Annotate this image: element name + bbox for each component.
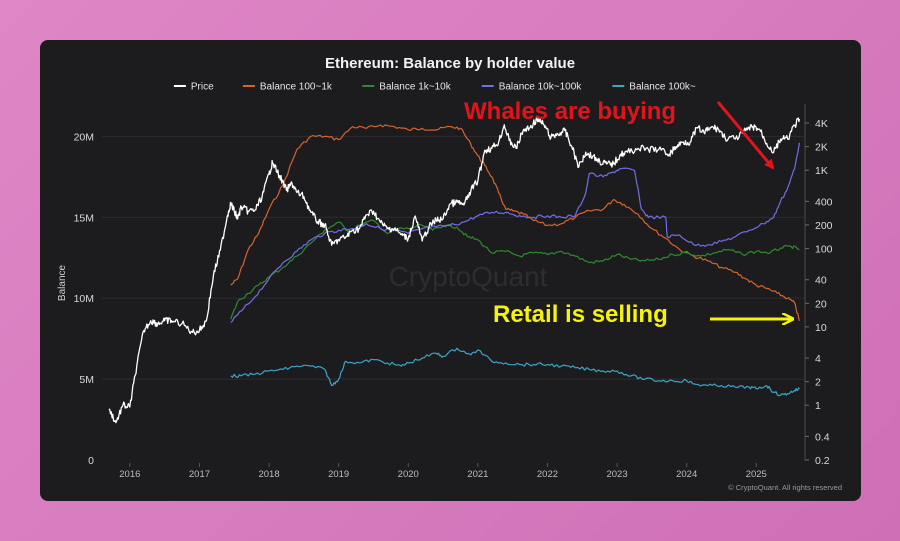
legend-label: Balance 10k~100k — [499, 82, 583, 93]
annotation-whales: Whales are buying — [464, 98, 676, 125]
y2-tick-label: 400 — [815, 196, 833, 208]
legend-label: Price — [191, 82, 214, 93]
series-line-balance-100-1k — [230, 124, 800, 321]
x-tick-label: 2018 — [258, 469, 279, 480]
y2-tick-label: 40 — [815, 275, 827, 287]
grid — [102, 135, 805, 380]
legend: Price Balance 100~1k Balance 1k~10k Balance… — [173, 82, 696, 93]
x-tick-label: 2023 — [606, 469, 627, 480]
x-axis: 2016 2017 2018 2019 2020 2021 2022 2023 2024 2025 — [119, 463, 767, 480]
y2-tick-label: 100 — [815, 244, 833, 256]
whales-arrow — [716, 101, 775, 170]
y2-tick-label: 4K — [815, 118, 828, 130]
chart: Ethereum: Balance by holder value Price B… — [57, 55, 842, 492]
y2-tick-label: 1K — [815, 165, 828, 177]
x-tick-label: 2024 — [676, 469, 697, 480]
y-tick-label: 15M — [74, 212, 94, 224]
watermark: CryptoQuant — [389, 261, 548, 292]
y-tick-label: 20M — [74, 131, 94, 143]
x-tick-label: 2025 — [746, 469, 767, 480]
x-tick-label: 2021 — [467, 469, 488, 480]
y-axis-right: 4K 2K 1K 400 200 100 40 20 10 4 2 1 0.4 0.2 — [805, 118, 833, 467]
series-line-price — [108, 117, 801, 424]
y2-tick-label: 2K — [815, 142, 828, 154]
y2-tick-label: 20 — [815, 298, 827, 310]
x-tick-label: 2016 — [119, 469, 140, 480]
y-tick-label: 0 — [88, 455, 94, 467]
y2-tick-label: 200 — [815, 220, 833, 232]
chart-title: Ethereum: Balance by holder value — [325, 55, 575, 72]
y-axis-left: 20M 15M 10M 5M 0 — [74, 131, 95, 467]
chart-card: Ethereum: Balance by holder value Price B… — [40, 40, 861, 501]
x-tick-label: 2019 — [328, 469, 349, 480]
y2-tick-label: 2 — [815, 377, 821, 389]
copyright: © CryptoQuant. All rights reserved — [728, 483, 842, 492]
series-line-balance-100k- — [230, 347, 800, 397]
y2-tick-label: 4 — [815, 353, 821, 365]
series-line-balance-10k-100k — [230, 142, 800, 323]
y2-tick-label: 0.2 — [815, 455, 830, 467]
legend-label: Balance 100k~ — [629, 82, 696, 93]
legend-label: Balance 1k~10k — [379, 82, 451, 93]
y2-tick-label: 0.4 — [815, 431, 830, 443]
series-group — [108, 117, 801, 424]
x-tick-label: 2022 — [537, 469, 558, 480]
y2-tick-label: 10 — [815, 322, 827, 334]
annotation-retail: Retail is selling — [493, 301, 668, 328]
y-tick-label: 5M — [79, 374, 94, 386]
x-tick-label: 2020 — [398, 469, 419, 480]
x-tick-label: 2017 — [189, 469, 210, 480]
y-axis-title: Balance — [57, 264, 68, 301]
y2-tick-label: 1 — [815, 400, 821, 412]
legend-label: Balance 100~1k — [260, 82, 333, 93]
y-tick-label: 10M — [74, 293, 94, 305]
